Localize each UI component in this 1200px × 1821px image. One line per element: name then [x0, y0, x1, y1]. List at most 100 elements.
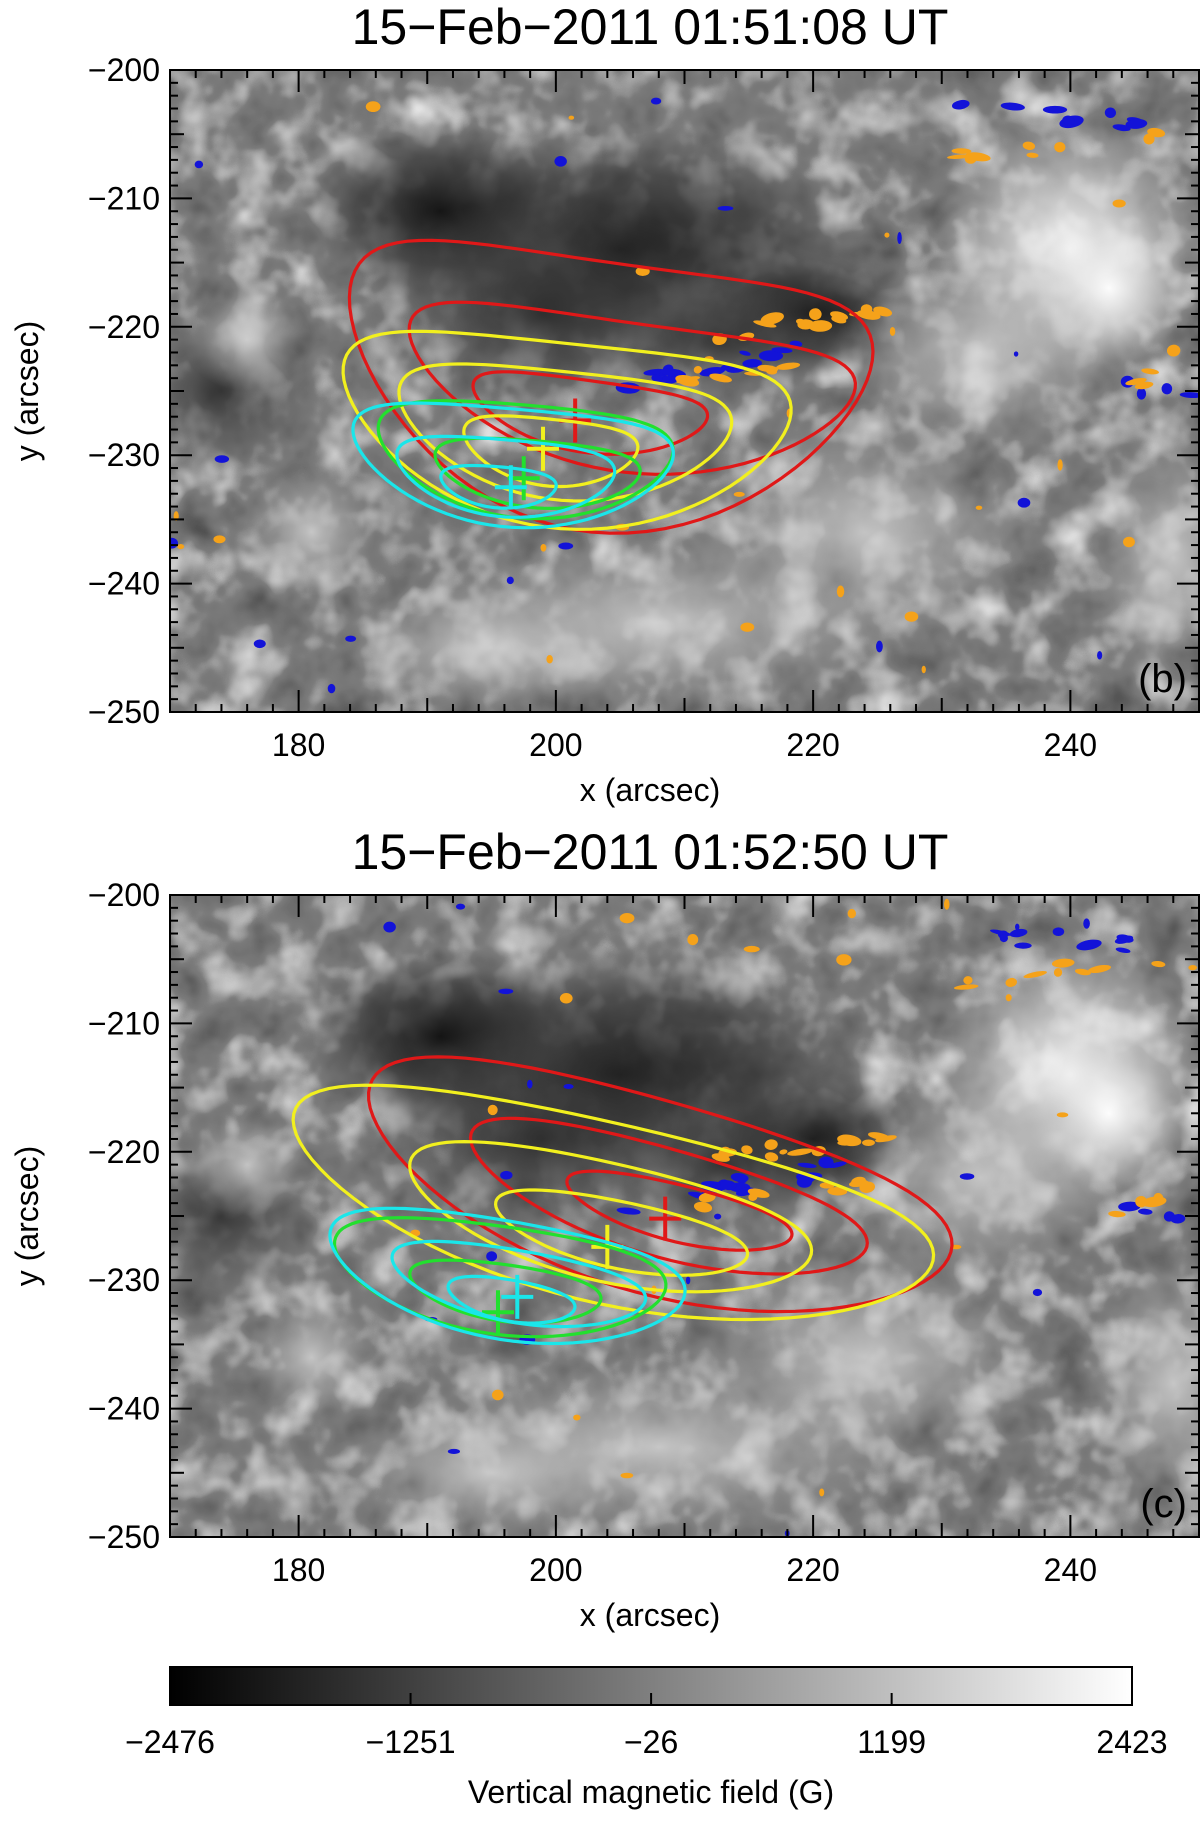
polarity-patch	[862, 1139, 875, 1146]
polarity-patch	[1023, 971, 1047, 979]
x-tick-label: 180	[272, 727, 325, 763]
polarity-patches	[170, 97, 1199, 694]
contour-level	[446, 1274, 577, 1325]
polarity-patch	[796, 1176, 812, 1188]
y-tick-label: −250	[88, 694, 160, 730]
polarity-patch	[876, 640, 883, 653]
field-region	[838, 249, 1122, 456]
field-region	[684, 1241, 1045, 1473]
contour-level	[341, 329, 793, 531]
polarity-patch	[527, 1079, 533, 1089]
polarity-patch	[1166, 344, 1181, 357]
polarity-patch	[1097, 650, 1103, 660]
contour-level	[565, 1169, 794, 1252]
field-region	[182, 1113, 312, 1216]
field-region	[1083, 429, 1199, 687]
polarity-patch	[1125, 377, 1147, 386]
polarity-patch	[687, 933, 699, 946]
polarity-patch	[1014, 923, 1020, 931]
colorbar-tick-label: −26	[624, 1724, 678, 1760]
polarity-patch	[1075, 968, 1091, 976]
polarity-patch	[836, 954, 852, 966]
polarity-patch	[1123, 536, 1135, 548]
polarity-patch	[1017, 497, 1031, 508]
panel-label: (c)	[1140, 1482, 1187, 1526]
polarity-patch	[963, 976, 973, 985]
polarity-patch	[1153, 1192, 1164, 1204]
polarity-patch	[194, 160, 204, 169]
polarity-patch	[959, 1173, 975, 1180]
polarity-patch	[1136, 387, 1147, 400]
polarity-patch	[1114, 935, 1134, 944]
polarity-patch	[730, 1173, 749, 1183]
polarity-patch	[616, 1207, 641, 1215]
polarity-patch	[1115, 947, 1131, 953]
polarity-patch	[1026, 152, 1039, 158]
polarity-patch	[554, 156, 567, 167]
y-axis-label: y (arcsec)	[9, 1146, 45, 1286]
contour-level	[395, 434, 617, 519]
polarity-patch	[1143, 133, 1155, 145]
axis-ticks	[169, 69, 1200, 713]
panel-b: 180 200 220 240 −200 −210 −220 −230 −240 −250 15−F…	[9, 0, 1200, 808]
y-tick-label: −240	[88, 566, 160, 602]
polarity-patch	[1022, 141, 1036, 150]
colorbar-ticks: −2476 −1251 −26 1199 2423	[125, 1693, 1168, 1760]
polarity-patch	[964, 153, 977, 164]
polarity-patch	[447, 1448, 461, 1454]
polarity-patch	[904, 611, 919, 622]
polarity-patch	[1005, 977, 1018, 987]
polarity-patch	[455, 903, 466, 910]
contour-level	[390, 1239, 648, 1329]
contour-level	[462, 414, 640, 489]
polarity-patch	[775, 362, 801, 370]
field-region	[838, 1074, 1122, 1281]
polarity-patch	[675, 374, 700, 387]
contour-level	[408, 1139, 814, 1294]
contour-level	[376, 399, 675, 521]
polarity-patch	[1056, 1112, 1069, 1118]
contour-level	[407, 300, 858, 476]
polarity-patch	[620, 1472, 634, 1479]
field-region	[247, 1293, 376, 1422]
polarity-patch	[327, 683, 336, 694]
colorbar-tick-label: 2423	[1096, 1724, 1167, 1760]
polarity-patch	[1009, 928, 1028, 938]
polarity-patch	[1161, 383, 1173, 395]
polarity-patch	[787, 1148, 813, 1156]
polarity-patch	[1188, 965, 1198, 971]
y-tick-label: −200	[88, 877, 160, 913]
polarity-patch	[1052, 927, 1065, 937]
polarity-patch	[748, 1193, 758, 1201]
polarity-patch	[487, 1104, 498, 1116]
polarity-patch	[856, 310, 881, 320]
polarity-patch	[563, 1083, 574, 1090]
polarity-patch	[897, 232, 902, 245]
polarity-patch	[819, 1488, 825, 1497]
polarity-patch	[733, 491, 745, 497]
polarity-patch	[764, 1152, 779, 1162]
polarity-patch	[651, 374, 663, 383]
polarity-patch	[650, 97, 662, 105]
polarity-patch	[808, 320, 833, 332]
polarity-patch	[1076, 939, 1102, 951]
polarity-patch	[573, 1414, 581, 1421]
colorbar-tick-label: −2476	[125, 1724, 215, 1760]
polarity-patch	[1053, 968, 1063, 977]
y-tick-label: −230	[88, 1262, 160, 1298]
polarity-patch	[660, 368, 686, 378]
contour-level	[439, 463, 558, 510]
polarity-patch	[831, 316, 847, 324]
x-tick-label: 240	[1044, 727, 1097, 763]
y-axis-label: y (arcsec)	[9, 321, 45, 461]
polarity-patch	[693, 366, 702, 374]
polarity-patch	[486, 1251, 498, 1262]
polarity-patch	[383, 921, 396, 933]
polarity-patch	[757, 364, 779, 373]
polarity-patch	[1141, 368, 1159, 375]
polarity-patch	[177, 544, 185, 550]
polarity-patch	[558, 542, 574, 550]
polarity-patch	[753, 320, 777, 328]
polarity-patch	[1005, 994, 1012, 1002]
